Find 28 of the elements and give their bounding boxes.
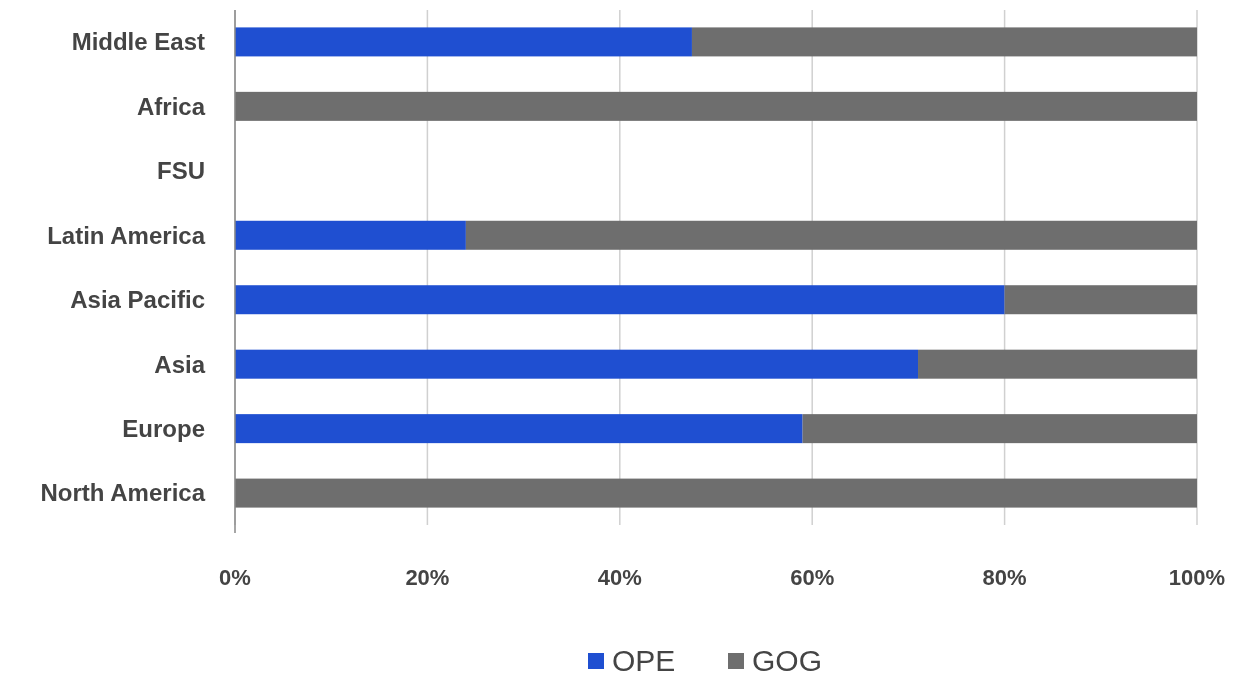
x-tick-label: 0% [219,565,251,590]
bar [802,414,1197,444]
legend-label: OPE [612,644,676,677]
bar [235,414,803,444]
y-tick-label: Europe [122,415,205,443]
y-tick-label: Asia [154,350,206,378]
bar [235,285,1005,315]
y-tick-label: Middle East [71,28,206,56]
y-tick-label: Africa [136,92,206,120]
x-tick-label: 60% [790,565,835,590]
x-tick-label: 40% [597,565,642,590]
bar [235,27,692,57]
bar [465,220,1197,250]
bar [235,349,919,379]
y-tick-label: Latin America [47,221,206,249]
x-tick-label: 80% [982,565,1027,590]
y-tick-label: Asia Pacific [70,286,205,314]
y-tick-label: North America [40,479,206,507]
bar [691,27,1197,57]
y-tick-label: FSU [157,157,205,185]
x-tick-label: 100% [1168,565,1226,590]
bar [235,220,466,250]
bar [918,349,1197,379]
bar [235,478,1197,508]
bar [235,91,1197,121]
x-tick-label: 20% [405,565,450,590]
bar [1004,285,1197,315]
legend-label: GOG [752,644,823,677]
